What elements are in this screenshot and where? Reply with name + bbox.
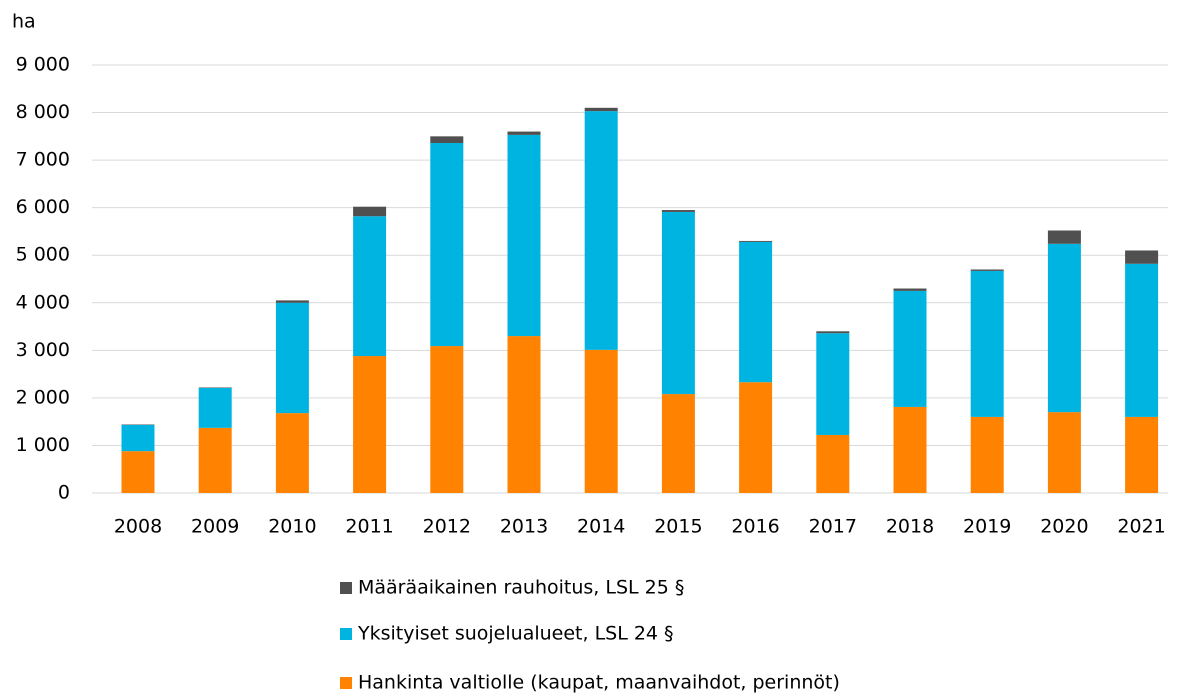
legend-label: Hankinta valtiolle (kaupat, maanvaihdot,… — [358, 672, 840, 694]
x-tick-label: 2010 — [268, 516, 316, 538]
bar-segment — [739, 240, 773, 242]
bar-segment — [353, 206, 387, 217]
bar-segment — [1125, 263, 1159, 417]
x-tick-label: 2011 — [345, 516, 393, 538]
bar-segment — [507, 336, 541, 493]
bar-segment — [816, 333, 850, 435]
bar-segment — [970, 269, 1004, 271]
y-tick-label: 0 — [58, 482, 70, 504]
legend-label: Määräaikainen rauhoitus, LSL 25 § — [358, 577, 684, 599]
bar-segment — [275, 413, 309, 493]
bar-segment — [661, 211, 695, 395]
bar-segment — [353, 216, 387, 357]
x-tick-label: 2008 — [114, 516, 162, 538]
y-tick-label: 9 000 — [16, 54, 70, 76]
x-tick-label: 2014 — [577, 516, 625, 538]
bar-segment — [507, 134, 541, 337]
bar-segment — [1125, 416, 1159, 493]
y-tick-label: 6 000 — [16, 196, 70, 218]
bar-segment — [893, 288, 927, 291]
bar-segment — [430, 136, 464, 143]
x-tick-label: 2009 — [191, 516, 239, 538]
bar-segment — [661, 394, 695, 493]
bar-segment — [816, 331, 850, 334]
bar-segment — [121, 451, 155, 493]
x-tick-label: 2017 — [809, 516, 857, 538]
legend-swatch — [340, 628, 352, 640]
x-tick-label: 2016 — [731, 516, 779, 538]
bar-segment — [1047, 243, 1081, 413]
y-tick-label: 5 000 — [16, 244, 70, 266]
bar-segment — [121, 424, 155, 452]
x-tick-label: 2018 — [886, 516, 934, 538]
bar-segment — [893, 290, 927, 407]
bar-segment — [1047, 412, 1081, 493]
bar-segment — [198, 427, 232, 493]
y-tick-label: 7 000 — [16, 149, 70, 171]
legend-swatch — [340, 677, 352, 689]
bar-segment — [970, 416, 1004, 493]
x-tick-label: 2012 — [423, 516, 471, 538]
x-tick-label: 2013 — [500, 516, 548, 538]
bar-segment — [1047, 230, 1081, 244]
y-axis-label: ha — [12, 11, 36, 33]
bar-segment — [739, 241, 773, 383]
bar-segment — [816, 434, 850, 493]
legend-label: Yksityiset suojelualueet, LSL 24 § — [357, 623, 674, 645]
bar-segment — [430, 346, 464, 493]
y-tick-label: 3 000 — [16, 339, 70, 361]
bar-segment — [430, 142, 464, 347]
bar-segment — [739, 382, 773, 493]
bar-segment — [1125, 250, 1159, 264]
y-tick-label: 8 000 — [16, 101, 70, 123]
bar-segment — [353, 356, 387, 493]
bar-segment — [198, 387, 232, 428]
x-tick-label: 2020 — [1040, 516, 1088, 538]
legend-swatch — [340, 582, 352, 594]
x-tick-label: 2015 — [654, 516, 702, 538]
y-tick-label: 1 000 — [16, 434, 70, 456]
bar-segment — [893, 406, 927, 493]
x-tick-label: 2019 — [963, 516, 1011, 538]
x-tick-label: 2021 — [1117, 516, 1165, 538]
bar-segment — [661, 210, 695, 212]
bar-segment — [275, 300, 309, 303]
bar-segment — [507, 131, 541, 135]
bar-segment — [275, 302, 309, 414]
bar-segment — [584, 111, 618, 350]
y-tick-label: 4 000 — [16, 291, 70, 313]
bar-segment — [970, 270, 1004, 417]
bar-segment — [584, 349, 618, 493]
bar-segment — [584, 107, 618, 112]
y-tick-label: 2 000 — [16, 386, 70, 408]
